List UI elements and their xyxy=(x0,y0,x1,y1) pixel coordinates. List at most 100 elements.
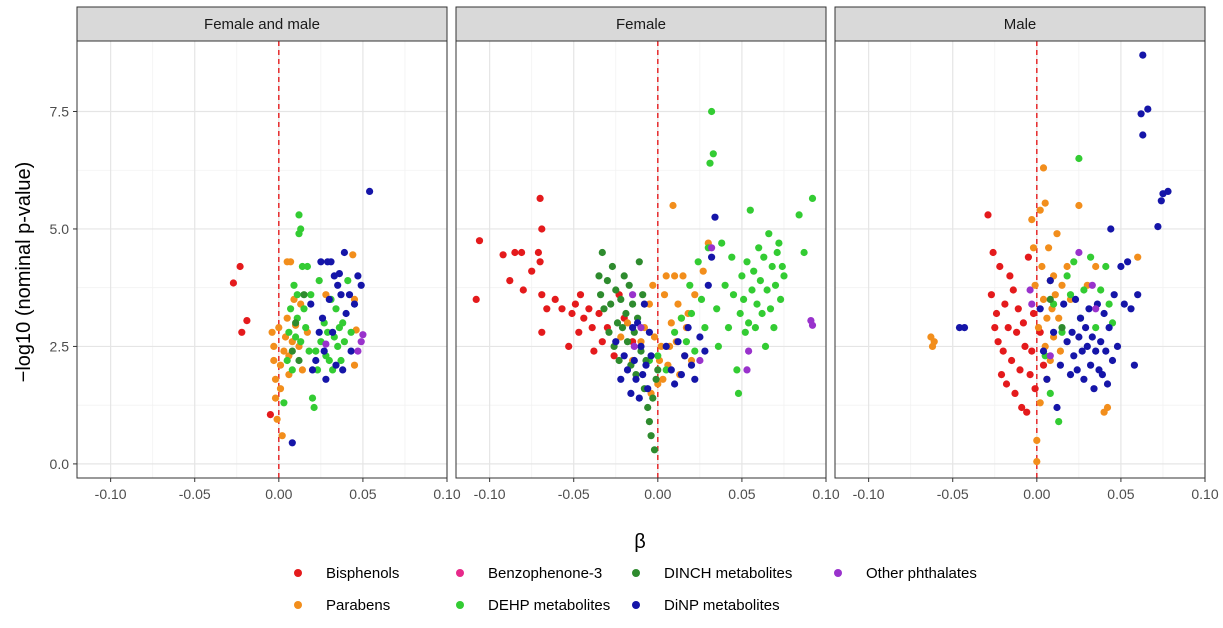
data-point xyxy=(347,328,355,336)
data-point xyxy=(342,309,350,318)
data-point xyxy=(1075,248,1083,257)
data-point xyxy=(295,211,303,219)
data-point xyxy=(997,371,1006,379)
data-point xyxy=(1092,262,1100,271)
data-point xyxy=(743,366,751,374)
data-point xyxy=(325,356,333,365)
data-point xyxy=(708,244,716,252)
facet-panel: Female -0.10 -0.05 0.00 0.05 0.10 xyxy=(455,6,840,502)
legend-item: DiNP metabolites xyxy=(632,597,780,614)
data-point xyxy=(800,248,808,257)
data-point xyxy=(1060,300,1068,308)
data-point xyxy=(808,194,817,202)
data-point xyxy=(243,317,251,325)
data-point xyxy=(1087,253,1095,261)
data-point xyxy=(597,291,605,299)
data-point xyxy=(674,338,682,346)
data-point xyxy=(987,291,996,299)
data-point xyxy=(729,291,738,299)
data-point xyxy=(1036,206,1044,214)
data-point xyxy=(637,324,645,332)
data-point xyxy=(1108,356,1117,365)
y-tick-label: 5.0 xyxy=(50,221,70,237)
data-point xyxy=(1028,216,1036,224)
data-point xyxy=(682,338,691,346)
data-points xyxy=(927,51,1172,466)
legend-label: Other phthalates xyxy=(866,565,977,582)
data-point xyxy=(677,371,686,379)
plot-area xyxy=(77,41,447,478)
data-point xyxy=(285,328,293,336)
data-point xyxy=(1092,305,1100,313)
data-point xyxy=(337,291,345,299)
data-point xyxy=(667,319,675,327)
data-point xyxy=(758,309,766,318)
data-point xyxy=(534,248,543,257)
data-point xyxy=(598,338,606,346)
data-point xyxy=(605,328,613,336)
data-point xyxy=(777,295,785,303)
x-tick-label: 0.10 xyxy=(1191,486,1218,502)
x-tick-label: 0.00 xyxy=(1023,486,1050,502)
data-point xyxy=(687,361,696,369)
data-point xyxy=(1013,328,1021,336)
data-point xyxy=(603,277,612,285)
data-point xyxy=(1088,281,1096,289)
data-point xyxy=(1085,305,1093,313)
facet-panels: Female and male -0.10 -0.05 0.00 0.05 0.10 0.0… xyxy=(50,6,1219,502)
data-point xyxy=(359,331,367,339)
legend-label: Parabens xyxy=(326,597,390,614)
data-point xyxy=(310,403,318,412)
data-point xyxy=(1031,281,1039,289)
data-point xyxy=(1036,305,1044,313)
data-point xyxy=(684,324,692,332)
data-point xyxy=(298,366,306,374)
data-point xyxy=(696,333,704,341)
data-point xyxy=(315,277,323,285)
data-point xyxy=(770,324,778,332)
data-point xyxy=(687,309,696,318)
data-point xyxy=(713,305,721,313)
data-point xyxy=(718,239,726,247)
data-point xyxy=(639,371,647,379)
data-point xyxy=(1002,380,1011,388)
data-point xyxy=(660,291,669,299)
data-point xyxy=(607,300,615,308)
data-point xyxy=(622,309,630,318)
data-point xyxy=(1023,408,1031,416)
data-point xyxy=(681,352,689,360)
data-point xyxy=(629,324,637,332)
legend-key xyxy=(456,569,464,577)
data-point xyxy=(691,375,699,383)
data-point xyxy=(588,324,596,332)
data-point xyxy=(1120,300,1128,308)
data-point xyxy=(598,248,606,257)
data-point xyxy=(329,328,337,336)
data-point xyxy=(1070,352,1078,360)
data-point xyxy=(538,291,546,299)
data-point xyxy=(1105,300,1113,308)
data-point xyxy=(303,262,311,271)
data-point xyxy=(271,394,280,402)
data-point xyxy=(297,338,305,346)
data-point xyxy=(1088,333,1096,341)
data-point xyxy=(1039,361,1048,369)
data-point xyxy=(623,338,632,346)
data-point xyxy=(1130,361,1138,369)
data-point xyxy=(538,328,546,336)
data-point xyxy=(307,291,315,299)
data-point xyxy=(1006,272,1014,280)
data-point xyxy=(349,251,357,259)
data-point xyxy=(1029,244,1038,252)
data-point xyxy=(608,262,617,271)
data-point xyxy=(1117,262,1125,271)
data-point xyxy=(659,375,667,383)
data-point xyxy=(736,309,744,318)
data-point xyxy=(551,295,559,303)
data-point xyxy=(543,305,551,313)
data-point xyxy=(1001,300,1009,308)
y-tick-label: 7.5 xyxy=(50,103,70,119)
data-point xyxy=(236,262,244,271)
data-point xyxy=(229,279,237,287)
data-point xyxy=(565,342,573,350)
